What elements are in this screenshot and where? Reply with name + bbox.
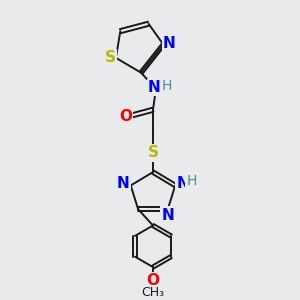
- Text: N: N: [117, 176, 130, 191]
- Text: S: S: [105, 50, 116, 65]
- Text: CH₃: CH₃: [141, 286, 164, 299]
- Text: H: H: [162, 79, 172, 93]
- Text: H: H: [186, 174, 197, 188]
- Text: O: O: [119, 109, 132, 124]
- Text: S: S: [148, 145, 158, 160]
- Text: N: N: [148, 80, 161, 95]
- Text: N: N: [176, 176, 189, 191]
- Text: O: O: [146, 273, 160, 288]
- Text: N: N: [161, 208, 174, 223]
- Text: N: N: [163, 35, 176, 50]
